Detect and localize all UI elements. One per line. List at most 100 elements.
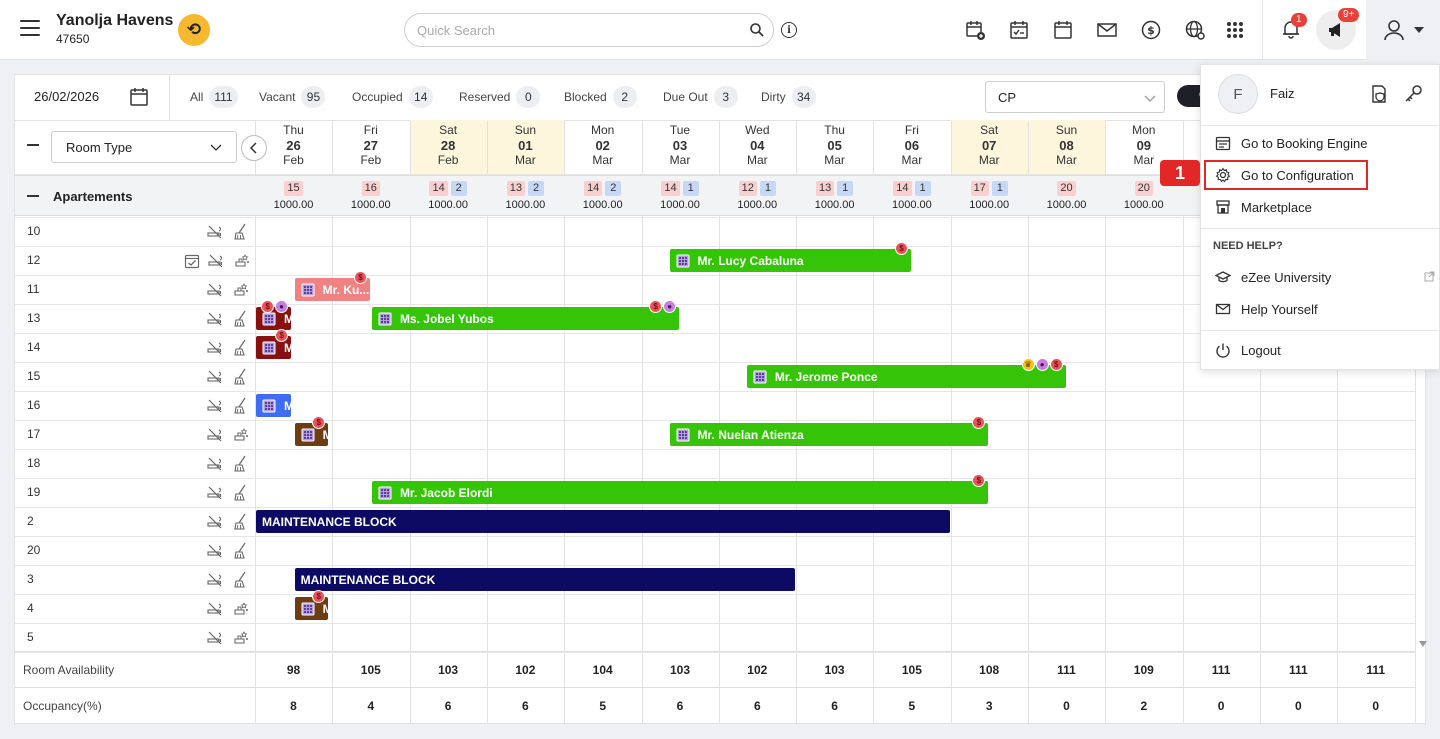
dollar-icon[interactable]: $ bbox=[1139, 18, 1163, 42]
date-header[interactable]: Tue 03 Mar bbox=[642, 123, 719, 168]
room-number[interactable]: 4 bbox=[27, 601, 34, 615]
collapse-all-icon[interactable] bbox=[27, 144, 39, 146]
stat-reserved[interactable]: Reserved 0 bbox=[459, 86, 541, 108]
booking-bar[interactable]: Ms. Jobel Yubos $ ● bbox=[371, 300, 680, 330]
booking-bar[interactable]: Mr. Ku... $ bbox=[294, 271, 370, 301]
no-smoking-icon[interactable] bbox=[207, 513, 224, 530]
stat-dirty[interactable]: Dirty 34 bbox=[761, 86, 816, 108]
calendar-icon[interactable] bbox=[1051, 18, 1075, 42]
booking-bar[interactable]: M $ bbox=[256, 329, 292, 359]
clean-room-icon[interactable] bbox=[232, 426, 249, 443]
no-smoking-icon[interactable] bbox=[207, 629, 224, 646]
add-booking-calendar-icon[interactable] bbox=[963, 18, 987, 42]
rate-plan-select[interactable]: CP bbox=[985, 81, 1165, 113]
booking-bar[interactable]: M $ bbox=[294, 590, 329, 620]
no-smoking-icon[interactable] bbox=[207, 571, 224, 588]
room-number[interactable]: 5 bbox=[27, 630, 34, 644]
search-icon[interactable] bbox=[748, 21, 766, 39]
room-type-select[interactable]: Room Type bbox=[51, 131, 237, 163]
inspected-check-icon[interactable] bbox=[183, 252, 200, 269]
scroll-down-arrow-icon[interactable] bbox=[1419, 641, 1427, 647]
room-number[interactable]: 10 bbox=[27, 224, 41, 238]
globe-settings-icon[interactable] bbox=[1183, 18, 1207, 42]
previous-dates-button[interactable] bbox=[241, 135, 267, 161]
date-header[interactable]: Mon 02 Mar bbox=[564, 123, 641, 168]
no-smoking-icon[interactable] bbox=[207, 281, 224, 298]
booking-bar[interactable]: M $ ● bbox=[256, 300, 292, 330]
menu-logout[interactable]: Logout bbox=[1215, 340, 1281, 360]
availability-cell[interactable]: 14 2 1000.00 bbox=[564, 181, 641, 211]
date-header[interactable]: Sat 07 Mar bbox=[951, 123, 1028, 168]
dirty-broom-icon[interactable] bbox=[232, 513, 249, 530]
collapse-apartments-icon[interactable] bbox=[27, 195, 39, 197]
stat-all[interactable]: All 111 bbox=[190, 86, 238, 108]
room-number[interactable]: 20 bbox=[27, 543, 41, 557]
availability-cell[interactable]: 16 1000.00 bbox=[332, 181, 409, 211]
hamburger-menu-icon[interactable] bbox=[20, 20, 40, 36]
dirty-broom-icon[interactable] bbox=[232, 542, 249, 559]
date-header[interactable]: Fri 06 Mar bbox=[873, 123, 950, 168]
date-header[interactable]: Sun 08 Mar bbox=[1028, 123, 1105, 168]
apps-grid-icon[interactable] bbox=[1223, 18, 1247, 42]
info-icon[interactable]: i bbox=[781, 22, 797, 38]
no-smoking-icon[interactable] bbox=[207, 339, 224, 356]
room-number[interactable]: 15 bbox=[27, 369, 41, 383]
room-number[interactable]: 11 bbox=[27, 282, 40, 296]
stat-blocked[interactable]: Blocked 2 bbox=[564, 86, 637, 108]
booking-bar[interactable]: Mr. Nuelan Atienza $ bbox=[669, 416, 989, 446]
dirty-broom-icon[interactable] bbox=[232, 368, 249, 385]
clean-room-icon[interactable] bbox=[232, 281, 249, 298]
no-smoking-icon[interactable] bbox=[208, 252, 225, 269]
date-header[interactable]: Sat 28 Feb bbox=[410, 123, 487, 168]
no-smoking-icon[interactable] bbox=[207, 426, 224, 443]
menu-go-to-configuration[interactable]: Go to Configuration bbox=[1215, 165, 1354, 185]
room-number[interactable]: 12 bbox=[27, 253, 41, 267]
booking-bar[interactable]: Mr. Jacob Elordi $ bbox=[371, 474, 989, 504]
availability-cell[interactable]: 20 1000.00 bbox=[1105, 181, 1182, 211]
availability-cell[interactable]: 20 1000.00 bbox=[1028, 181, 1105, 211]
shield-document-icon[interactable] bbox=[1369, 84, 1389, 104]
booking-bar[interactable]: Mr. Jerome Ponce ♛ ● $ bbox=[746, 358, 1066, 388]
room-number[interactable]: 19 bbox=[27, 485, 41, 499]
dirty-broom-icon[interactable] bbox=[232, 310, 249, 327]
no-smoking-icon[interactable] bbox=[207, 484, 224, 501]
checklist-calendar-icon[interactable] bbox=[1007, 18, 1031, 42]
room-number[interactable]: 3 bbox=[27, 572, 34, 586]
clean-room-icon[interactable] bbox=[233, 252, 250, 269]
dirty-broom-icon[interactable] bbox=[232, 571, 249, 588]
room-number[interactable]: 13 bbox=[27, 311, 41, 325]
dirty-broom-icon[interactable] bbox=[232, 339, 249, 356]
menu-ezee-university[interactable]: eZee University bbox=[1215, 267, 1331, 287]
booking-bar[interactable]: M $ bbox=[294, 416, 329, 446]
booking-bar[interactable]: MAINTENANCE BLOCK bbox=[294, 568, 796, 591]
availability-cell[interactable]: 14 2 1000.00 bbox=[410, 181, 487, 211]
room-number[interactable]: 18 bbox=[27, 456, 41, 470]
date-header[interactable]: Sun 01 Mar bbox=[487, 123, 564, 168]
availability-cell[interactable]: 14 1 1000.00 bbox=[642, 181, 719, 211]
menu-go-to-booking-engine[interactable]: Go to Booking Engine bbox=[1215, 133, 1367, 153]
date-header[interactable]: Mon 09 Mar bbox=[1105, 123, 1182, 168]
no-smoking-icon[interactable] bbox=[207, 310, 224, 327]
no-smoking-icon[interactable] bbox=[207, 542, 224, 559]
undo-back-button[interactable]: ⟲ bbox=[178, 14, 210, 46]
menu-marketplace[interactable]: Marketplace bbox=[1215, 197, 1312, 217]
stat-vacant[interactable]: Vacant 95 bbox=[259, 86, 326, 108]
quick-search-input[interactable] bbox=[404, 13, 774, 47]
date-picker-calendar-icon[interactable] bbox=[129, 87, 149, 107]
dirty-broom-icon[interactable] bbox=[232, 223, 249, 240]
date-header[interactable]: Thu 26 Feb bbox=[255, 123, 332, 168]
room-number[interactable]: 17 bbox=[27, 427, 41, 441]
booking-bar[interactable]: MAINTENANCE BLOCK bbox=[256, 510, 950, 533]
date-header[interactable]: Fri 27 Feb bbox=[332, 123, 409, 168]
announcement-megaphone-icon[interactable] bbox=[1316, 10, 1356, 50]
clean-room-icon[interactable] bbox=[232, 600, 249, 617]
menu-help-yourself[interactable]: Help Yourself bbox=[1215, 299, 1318, 319]
availability-cell[interactable]: 12 1 1000.00 bbox=[719, 181, 796, 211]
availability-cell[interactable]: 17 1 1000.00 bbox=[951, 181, 1028, 211]
no-smoking-icon[interactable] bbox=[207, 368, 224, 385]
no-smoking-icon[interactable] bbox=[207, 600, 224, 617]
key-icon[interactable] bbox=[1403, 84, 1423, 104]
room-number[interactable]: 14 bbox=[27, 340, 41, 354]
availability-cell[interactable]: 13 2 1000.00 bbox=[487, 181, 564, 211]
user-profile-button[interactable] bbox=[1366, 0, 1440, 60]
